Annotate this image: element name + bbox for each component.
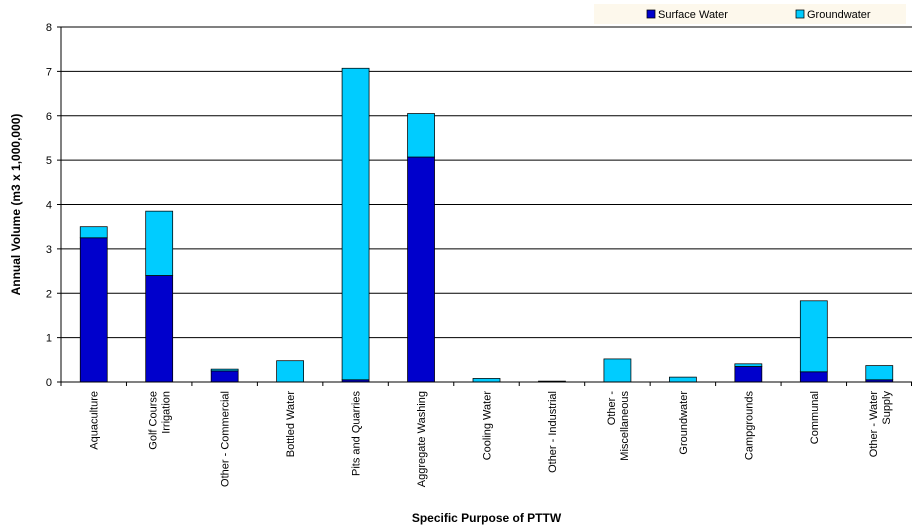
bar-segment-groundwater	[407, 113, 435, 158]
x-category-label-line: Supply	[881, 391, 893, 425]
legend: Surface Water Groundwater	[594, 4, 906, 24]
x-category-label-line: Communal	[809, 391, 821, 444]
y-tick-label: 0	[46, 377, 52, 389]
x-category-label: Cooling Water	[482, 391, 494, 461]
x-axis-title: Specific Purpose of PTTW	[412, 511, 562, 525]
y-tick-label: 8	[46, 22, 52, 34]
bar-segment-groundwater	[341, 67, 370, 381]
x-category-label-line: Groundwater	[678, 391, 690, 455]
legend-label-groundwater: Groundwater	[807, 9, 871, 21]
x-category-label: Other - Commercial	[220, 391, 232, 487]
legend-label-surface-water: Surface Water	[658, 9, 728, 21]
x-category-label: Groundwater	[678, 391, 690, 455]
x-category-label: Other - Miscellaneous	[606, 391, 631, 461]
bar-segment-groundwater	[210, 368, 239, 372]
bar-segment-surface-water	[407, 156, 435, 383]
y-tick-label: 3	[46, 244, 52, 256]
bar-segment-groundwater	[734, 363, 763, 367]
legend-background	[594, 4, 906, 24]
bar-segment-groundwater	[145, 210, 174, 276]
x-category-label: Golf Course Irrigation	[148, 391, 173, 450]
x-category-label-line: Other - Water	[868, 391, 880, 458]
bar-segment-groundwater	[799, 300, 828, 373]
x-category-label-line: Bottled Water	[285, 391, 297, 458]
x-category-label: Aggregate Washing	[416, 391, 428, 487]
bar-segment-surface-water	[145, 275, 174, 383]
y-tick-label: 6	[46, 111, 52, 123]
x-category-label: Other - Industrial	[547, 391, 559, 473]
x-category-label: Other - Water Supply	[868, 391, 893, 458]
bar-segment-groundwater	[603, 358, 632, 383]
x-category-label: Pits and Quarries	[351, 391, 363, 476]
bar-segment-surface-water	[79, 237, 108, 383]
x-category-label: Communal	[809, 391, 821, 444]
bar-segment-surface-water	[734, 366, 763, 383]
bar-segment-groundwater	[865, 365, 894, 381]
x-category-label: Aquaculture	[89, 391, 101, 450]
x-category-label-line: Pits and Quarries	[351, 391, 363, 476]
x-category-label-line: Other -	[606, 391, 618, 426]
y-tick-label: 5	[46, 155, 52, 167]
bar-segment-groundwater	[276, 360, 304, 383]
bar-segment-surface-water	[210, 370, 239, 383]
x-category-label-line: Golf Course	[148, 391, 160, 450]
x-category-label-line: Other - Industrial	[547, 391, 559, 473]
axes	[60, 27, 912, 383]
gridlines	[57, 26, 912, 386]
bars	[79, 67, 894, 383]
y-axis-title: Annual Volume (m3 x 1,000,000)	[9, 114, 23, 296]
x-category-label-line: Aggregate Washing	[416, 391, 428, 487]
x-category-label-line: Miscellaneous	[619, 391, 631, 461]
x-category-label: Campgrounds	[743, 391, 755, 461]
x-category-label-line: Aquaculture	[89, 391, 101, 450]
x-category-labels: Aquaculture Golf Course Irrigation Other - …	[89, 391, 893, 488]
bar-segment-surface-water	[799, 371, 828, 383]
y-tick-label: 7	[46, 66, 52, 78]
legend-swatch-surface-water	[646, 9, 656, 19]
legend-swatch-groundwater	[795, 9, 805, 19]
y-tick-label: 4	[46, 200, 52, 212]
y-tick-label: 1	[46, 333, 52, 345]
bar-segment-groundwater	[472, 378, 501, 383]
x-category-label-line: Other - Commercial	[220, 391, 232, 487]
y-tick-labels: 0 1 2 3 4 5 6 7 8	[46, 22, 52, 389]
x-category-label-line: Irrigation	[161, 391, 173, 434]
x-category-label: Bottled Water	[285, 391, 297, 458]
x-category-label-line: Campgrounds	[743, 391, 755, 461]
bar-segment-groundwater	[79, 226, 108, 239]
y-tick-label: 2	[46, 288, 52, 300]
bar-segment-groundwater	[669, 376, 697, 383]
x-category-label-line: Cooling Water	[482, 391, 494, 461]
